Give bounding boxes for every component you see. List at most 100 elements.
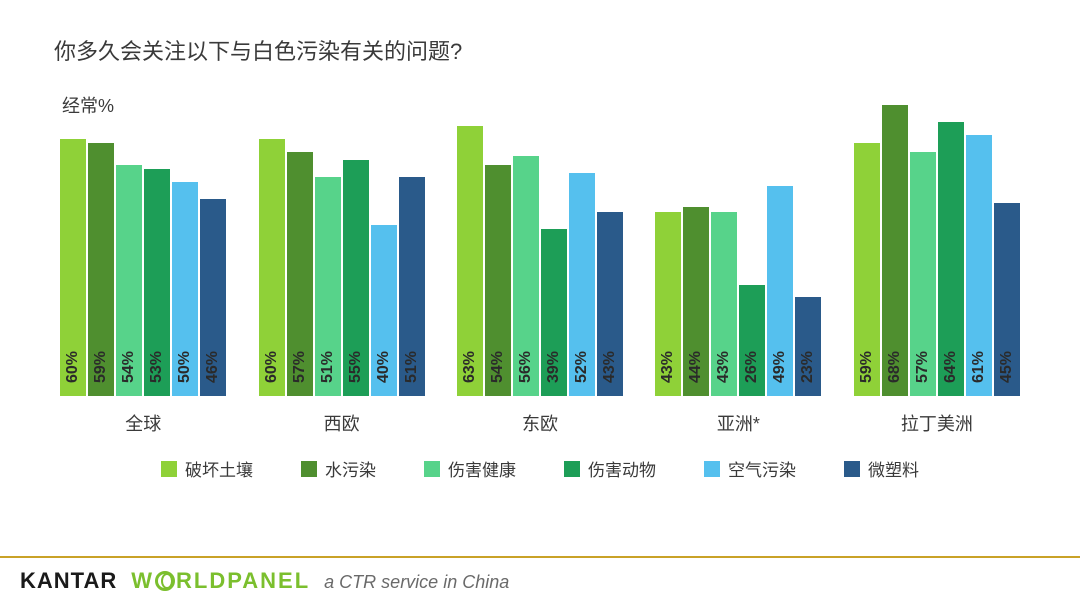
bar-animals: 64% bbox=[938, 122, 964, 396]
region-label: 亚洲* bbox=[717, 410, 760, 436]
bar-value-label: 51% bbox=[403, 351, 421, 383]
bar-value-label: 26% bbox=[743, 351, 761, 383]
bar-value-label: 54% bbox=[120, 351, 138, 383]
bar-micro: 43% bbox=[597, 212, 623, 396]
bar-chart: 60% 59% 54% 53% 50% 46% 全球 60% 57% 51% 55% 40% 51% 西欧… bbox=[40, 136, 1040, 436]
bar-animals: 26% bbox=[739, 285, 765, 396]
bar-value-label: 43% bbox=[715, 351, 733, 383]
slide: 你多久会关注以下与白色污染有关的问题? 经常% 60%59%54%53%50%4… bbox=[0, 0, 1080, 608]
globe-icon bbox=[155, 571, 175, 591]
brand-worldpanel-pre: W bbox=[131, 568, 154, 594]
bar-value-label: 64% bbox=[942, 351, 960, 383]
bar-value-label: 43% bbox=[601, 351, 619, 383]
legend-swatch bbox=[424, 461, 440, 477]
legend-item-water: 水污染 bbox=[301, 456, 376, 481]
legend-label: 水污染 bbox=[325, 456, 376, 481]
bar-value-label: 56% bbox=[517, 351, 535, 383]
bar-water: 59% bbox=[88, 143, 114, 396]
bar-air: 49% bbox=[767, 186, 793, 396]
bar-value-label: 51% bbox=[319, 351, 337, 383]
bar-value-label: 55% bbox=[347, 351, 365, 383]
brand-kantar: KANTAR bbox=[20, 568, 117, 594]
legend-label: 伤害动物 bbox=[588, 456, 656, 481]
bar-micro: 46% bbox=[200, 199, 226, 396]
bar-value-label: 60% bbox=[263, 351, 281, 383]
bar-value-label: 68% bbox=[886, 351, 904, 383]
bar-health: 57% bbox=[910, 152, 936, 396]
bar-air: 52% bbox=[569, 173, 595, 396]
legend-item-animals: 伤害动物 bbox=[564, 456, 656, 481]
legend-swatch bbox=[161, 461, 177, 477]
bar-animals: 55% bbox=[343, 160, 369, 396]
brand-worldpanel: W RLDPANEL bbox=[131, 568, 310, 594]
region-label: 东欧 bbox=[522, 410, 558, 436]
bar-value-label: 43% bbox=[659, 351, 677, 383]
bar-air: 40% bbox=[371, 225, 397, 396]
legend-label: 微塑料 bbox=[868, 456, 919, 481]
bar-value-label: 39% bbox=[545, 351, 563, 383]
bar-soil: 60% bbox=[60, 139, 86, 396]
bar-value-label: 52% bbox=[573, 351, 591, 383]
bar-health: 51% bbox=[315, 177, 341, 396]
bar-animals: 53% bbox=[144, 169, 170, 396]
region-bars: 60% 57% 51% 55% 40% 51% bbox=[259, 96, 425, 396]
legend-item-soil: 破坏土壤 bbox=[161, 456, 253, 481]
bar-value-label: 44% bbox=[687, 351, 705, 383]
bar-soil: 63% bbox=[457, 126, 483, 396]
region-label: 全球 bbox=[125, 410, 161, 436]
bar-health: 54% bbox=[116, 165, 142, 396]
bar-micro: 45% bbox=[994, 203, 1020, 396]
legend-swatch bbox=[704, 461, 720, 477]
legend-swatch bbox=[844, 461, 860, 477]
bar-value-label: 59% bbox=[92, 351, 110, 383]
bar-soil: 59% bbox=[854, 143, 880, 396]
bar-micro: 51% bbox=[399, 177, 425, 396]
brand-tagline: a CTR service in China bbox=[324, 572, 509, 593]
legend-swatch bbox=[301, 461, 317, 477]
bar-value-label: 45% bbox=[998, 351, 1016, 383]
bar-water: 57% bbox=[287, 152, 313, 396]
bar-value-label: 49% bbox=[771, 351, 789, 383]
region-group: 63% 54% 56% 39% 52% 43% 东欧 bbox=[441, 96, 639, 436]
bar-health: 43% bbox=[711, 212, 737, 396]
bar-water: 44% bbox=[683, 207, 709, 396]
region-bars: 60% 59% 54% 53% 50% 46% bbox=[60, 96, 226, 396]
region-group: 43% 44% 43% 26% 49% 23% 亚洲* bbox=[639, 96, 837, 436]
bar-micro: 23% bbox=[795, 297, 821, 396]
legend-label: 伤害健康 bbox=[448, 456, 516, 481]
bar-value-label: 60% bbox=[64, 351, 82, 383]
bar-value-label: 50% bbox=[176, 351, 194, 383]
brand-worldpanel-post: RLDPANEL bbox=[176, 568, 310, 594]
bar-value-label: 61% bbox=[970, 351, 988, 383]
bar-water: 68% bbox=[882, 105, 908, 396]
footer: KANTAR W RLDPANEL a CTR service in China bbox=[0, 556, 1080, 608]
bar-value-label: 57% bbox=[291, 351, 309, 383]
bar-value-label: 53% bbox=[148, 351, 166, 383]
bar-value-label: 54% bbox=[489, 351, 507, 383]
bar-health: 56% bbox=[513, 156, 539, 396]
bar-air: 61% bbox=[966, 135, 992, 396]
bar-value-label: 59% bbox=[858, 351, 876, 383]
bar-animals: 39% bbox=[541, 229, 567, 396]
region-group: 59% 68% 57% 64% 61% 45% 拉丁美洲 bbox=[838, 96, 1036, 436]
bar-soil: 60% bbox=[259, 139, 285, 396]
legend-item-health: 伤害健康 bbox=[424, 456, 516, 481]
bar-air: 50% bbox=[172, 182, 198, 396]
region-group: 60% 59% 54% 53% 50% 46% 全球 bbox=[44, 96, 242, 436]
legend-swatch bbox=[564, 461, 580, 477]
bar-soil: 43% bbox=[655, 212, 681, 396]
legend-label: 破坏土壤 bbox=[185, 456, 253, 481]
region-bars: 59% 68% 57% 64% 61% 45% bbox=[854, 96, 1020, 396]
region-label: 西欧 bbox=[324, 410, 360, 436]
bar-water: 54% bbox=[485, 165, 511, 396]
region-label: 拉丁美洲 bbox=[901, 410, 973, 436]
bar-value-label: 46% bbox=[204, 351, 222, 383]
region-bars: 43% 44% 43% 26% 49% 23% bbox=[655, 96, 821, 396]
legend-item-micro: 微塑料 bbox=[844, 456, 919, 481]
bar-value-label: 57% bbox=[914, 351, 932, 383]
bar-value-label: 63% bbox=[461, 351, 479, 383]
legend-item-air: 空气污染 bbox=[704, 456, 796, 481]
region-group: 60% 57% 51% 55% 40% 51% 西欧 bbox=[242, 96, 440, 436]
slide-title: 你多久会关注以下与白色污染有关的问题? bbox=[54, 34, 1040, 66]
legend-label: 空气污染 bbox=[728, 456, 796, 481]
